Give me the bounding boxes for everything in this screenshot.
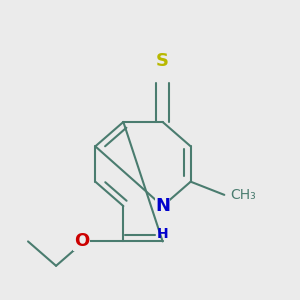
Text: N: N [155,197,170,215]
Text: O: O [74,232,89,250]
Text: CH₃: CH₃ [230,188,256,202]
Text: S: S [156,52,169,70]
Text: H: H [157,227,168,241]
